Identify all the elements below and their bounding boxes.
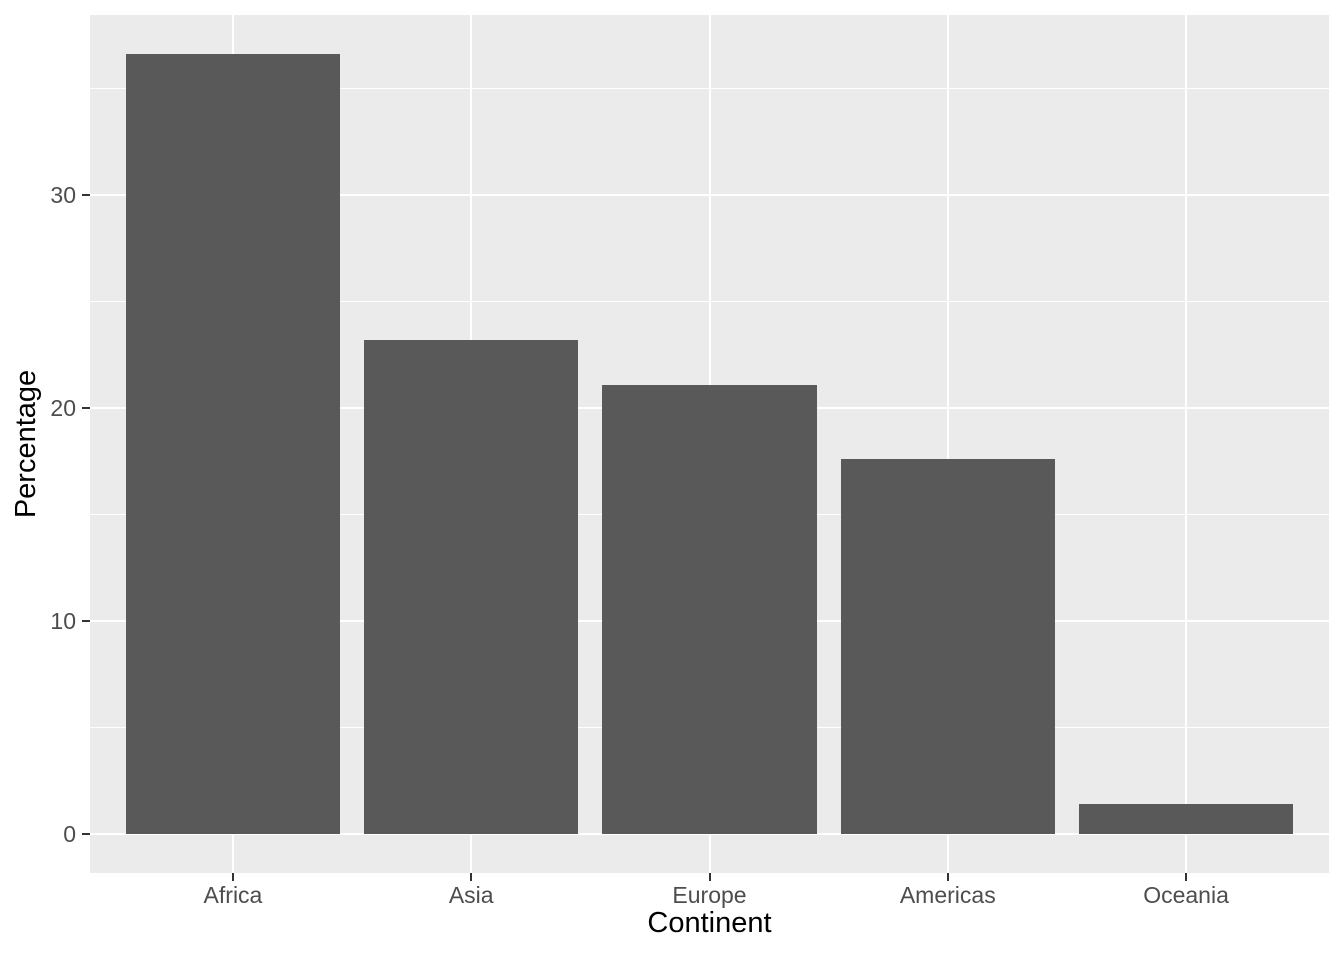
bar-oceania: [1078, 804, 1294, 834]
y-tick-label-20: 20: [50, 395, 76, 421]
y-tick-label-30: 30: [50, 181, 76, 208]
y-tick-30: [82, 193, 90, 196]
y-tick-10: [82, 620, 90, 622]
y-axis-title: Percentage: [10, 369, 42, 519]
y-tick-20: [82, 407, 90, 409]
major-gridline-x-americas: [946, 15, 949, 873]
x-tick-label-africa: Africa: [203, 882, 263, 908]
x-tick-label-americas: Americas: [899, 882, 996, 908]
x-tick-americas: [946, 873, 949, 881]
plot-panel: [90, 15, 1329, 873]
bar-asia: [364, 339, 579, 834]
x-tick-europe: [708, 873, 711, 881]
y-tick-label-0: 0: [63, 821, 76, 848]
y-tick-label-10: 10: [50, 608, 76, 634]
x-axis-title: Continent: [647, 907, 772, 939]
x-tick-label-europe: Europe: [672, 882, 747, 908]
x-tick-asia: [470, 873, 473, 881]
x-tick-label-oceania: Oceania: [1143, 882, 1229, 908]
bar-americas: [840, 459, 1055, 834]
x-tick-africa: [231, 873, 234, 881]
x-tick-oceania: [1185, 873, 1188, 881]
y-tick-0: [82, 833, 90, 836]
bar-europe: [602, 384, 817, 834]
major-gridline-x-oceania: [1185, 15, 1188, 873]
bar-africa: [125, 54, 341, 835]
x-tick-label-asia: Asia: [448, 882, 494, 908]
